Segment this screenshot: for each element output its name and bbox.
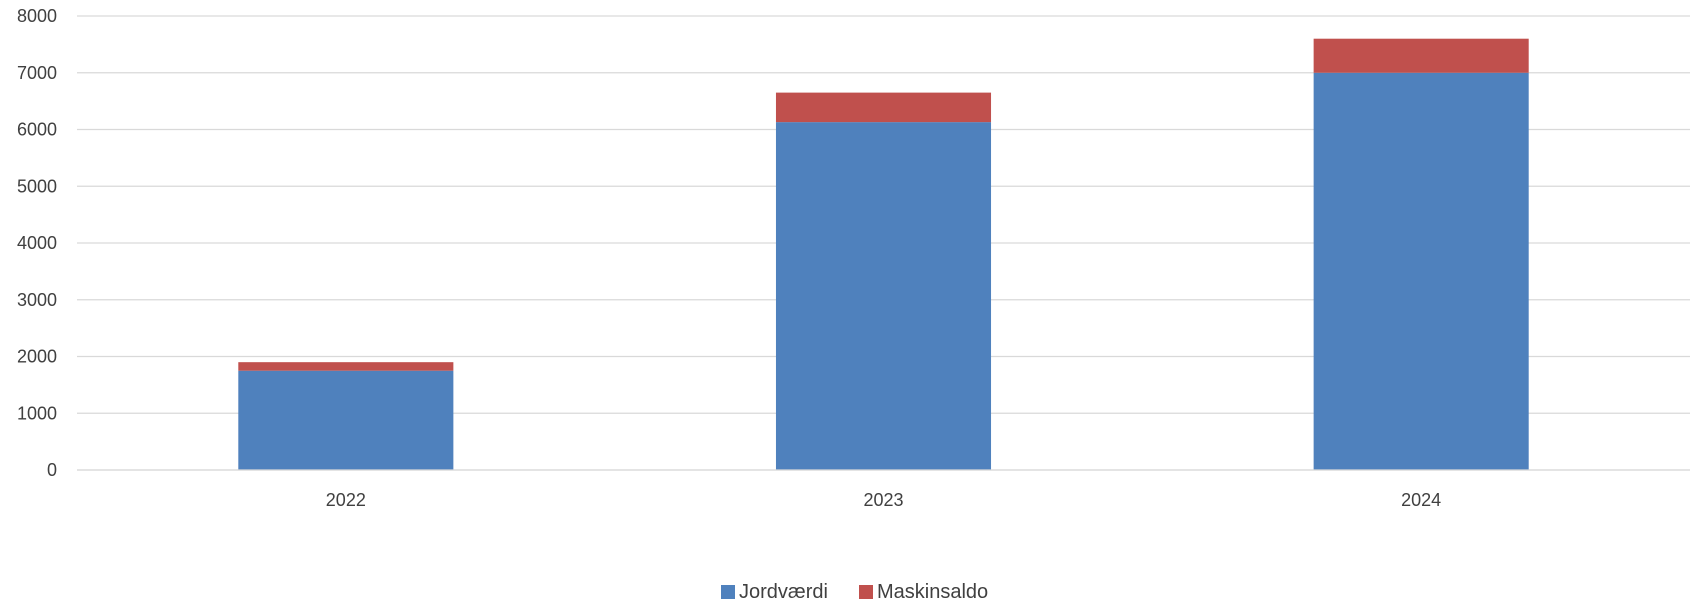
bars: [238, 38, 1529, 470]
legend-swatch-jordværdi: [721, 585, 735, 599]
y-tick-label: 4000: [17, 233, 57, 253]
x-tick-label: 2022: [326, 490, 366, 510]
bar-maskinsaldo-2024: [1313, 38, 1529, 73]
axes: 0 1000 2000 3000 4000 5000 6000 7000 8000 2022 202…: [17, 6, 1690, 510]
bar-jordværdi-2024: [1313, 72, 1529, 470]
y-tick-label: 8000: [17, 6, 57, 26]
y-tick-label: 7000: [17, 63, 57, 83]
y-tick-label: 3000: [17, 290, 57, 310]
legend-label-jordværdi: Jordværdi: [739, 581, 828, 601]
y-tick-label: 2000: [17, 347, 57, 367]
legend-swatch-maskinsaldo: [859, 585, 873, 599]
y-tick-label: 6000: [17, 120, 57, 140]
legend-label-maskinsaldo: Maskinsaldo: [877, 581, 988, 601]
legend: Jordværdi Maskinsaldo: [721, 581, 988, 601]
x-tick-label: 2023: [863, 490, 903, 510]
y-tick-label: 1000: [17, 403, 57, 423]
y-tick-label: 5000: [17, 176, 57, 196]
x-tick-label: 2024: [1401, 490, 1441, 510]
bar-jordværdi-2023: [775, 122, 992, 470]
bar-jordværdi-2022: [238, 370, 454, 470]
bar-maskinsaldo-2022: [238, 362, 454, 371]
bar-maskinsaldo-2023: [775, 92, 992, 123]
y-tick-label: 0: [47, 460, 57, 480]
